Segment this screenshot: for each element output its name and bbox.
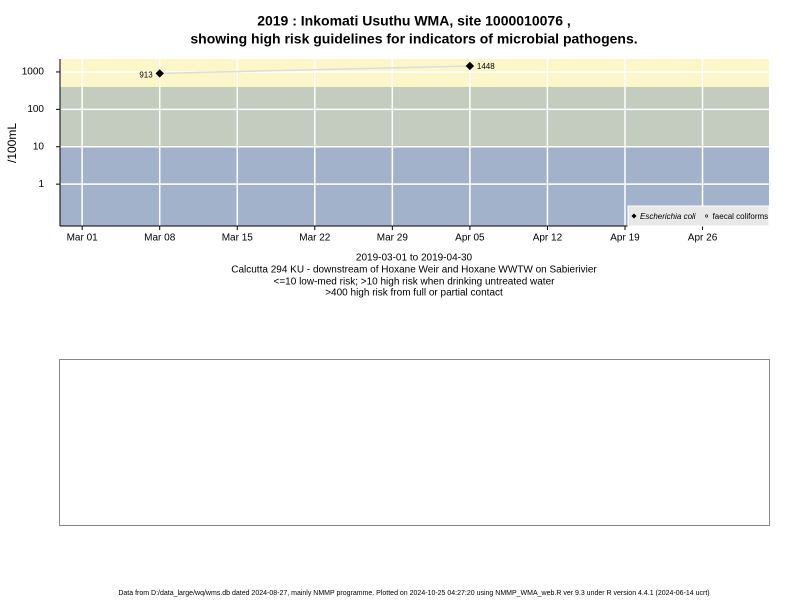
empty-panel [59,359,770,526]
data-point [465,61,475,71]
y-tick-label: 100 [27,104,44,115]
risk-band [60,86,769,147]
y-axis-label: /100mL [5,123,19,163]
x-tick-label: Apr 12 [533,233,563,244]
x-tick-label: Apr 26 [688,233,718,244]
x-tick-label: Mar 29 [377,233,409,244]
legend-label: Escherichia coli [640,212,696,221]
data-label: 913 [139,71,153,80]
chart-title: 2019 : Inkomati Usuthu WMA, site 1000010… [257,13,571,29]
legend-marker [705,214,709,218]
y-tick-label: 1000 [22,67,45,78]
y-tick-label: 10 [33,141,45,152]
x-tick-label: Mar 22 [299,233,331,244]
note: <=10 low-med risk; >10 high risk when dr… [274,277,556,288]
x-tick-label: Apr 19 [610,233,640,244]
legend-marker [631,213,637,219]
data-label: 1448 [477,62,495,71]
x-tick-label: Mar 01 [67,233,99,244]
x-tick-label: Apr 05 [455,233,485,244]
series-line [159,65,470,75]
note: >400 high risk from full or partial cont… [325,288,503,299]
x-tick-label: Mar 15 [222,233,254,244]
x-axis-label: 2019-03-01 to 2019-04-30 [356,253,473,264]
legend [627,205,770,227]
x-tick-label: Mar 08 [144,233,176,244]
footer: Data from D:/data_large/wq/wms.db dated … [118,590,709,597]
data-point [155,69,164,78]
y-tick-label: 1 [38,179,44,190]
chart-subtitle: showing high risk guidelines for indicat… [190,31,637,47]
note: Calcutta 294 KU - downstream of Hoxane W… [231,265,597,276]
legend-label: faecal coliforms [713,212,769,221]
